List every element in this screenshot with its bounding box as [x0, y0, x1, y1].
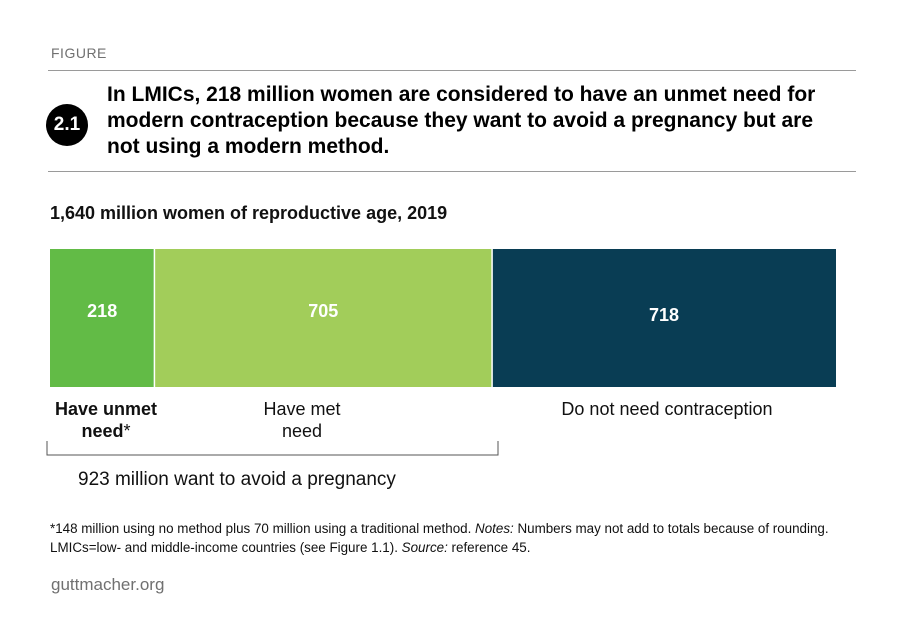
unmet-need-label-line2: need	[81, 421, 124, 441]
bottom-divider	[48, 171, 856, 172]
chart-subtitle: 1,640 million women of reproductive age,…	[50, 203, 448, 223]
footnote-text-2: Numbers may not add to totals because of…	[50, 521, 829, 555]
footnote-text-3: reference 45.	[447, 540, 531, 555]
top-divider	[48, 70, 856, 71]
unmet-need-asterisk: *	[123, 421, 131, 441]
met-need-label: Have met need	[240, 398, 364, 442]
footnote: *148 million using no method plus 70 mil…	[50, 519, 850, 557]
site-url: guttmacher.org	[51, 575, 165, 594]
footnote-text-1: *148 million using no method plus 70 mil…	[50, 521, 476, 536]
footnote-notes-label: Notes:	[475, 521, 514, 536]
figure-label: FIGURE	[51, 45, 107, 61]
bar-value-unmet-need: 218	[87, 301, 117, 321]
want-to-avoid-pregnancy-label: 923 million want to avoid a pregnancy	[78, 469, 396, 490]
bar-segment-unmet-need	[50, 249, 155, 387]
figure-number-badge: 2.1	[46, 104, 88, 146]
met-need-label-line1: Have met	[263, 399, 341, 419]
no-need-label: Do not need contraception	[561, 399, 773, 419]
met-need-label-line2: need	[281, 421, 323, 441]
bar-value-no-need: 718	[649, 305, 679, 325]
bar-segment-no-need	[492, 249, 836, 387]
unmet-need-label: Have unmet need*	[44, 398, 168, 442]
group-bracket	[46, 441, 499, 456]
footnote-source-label: Source:	[401, 540, 448, 555]
bar-segment-met-need	[154, 249, 493, 387]
figure-title: In LMICs, 218 million women are consider…	[107, 83, 816, 158]
bar-value-met-need: 705	[308, 301, 338, 321]
unmet-need-label-line1: Have unmet	[54, 399, 158, 419]
